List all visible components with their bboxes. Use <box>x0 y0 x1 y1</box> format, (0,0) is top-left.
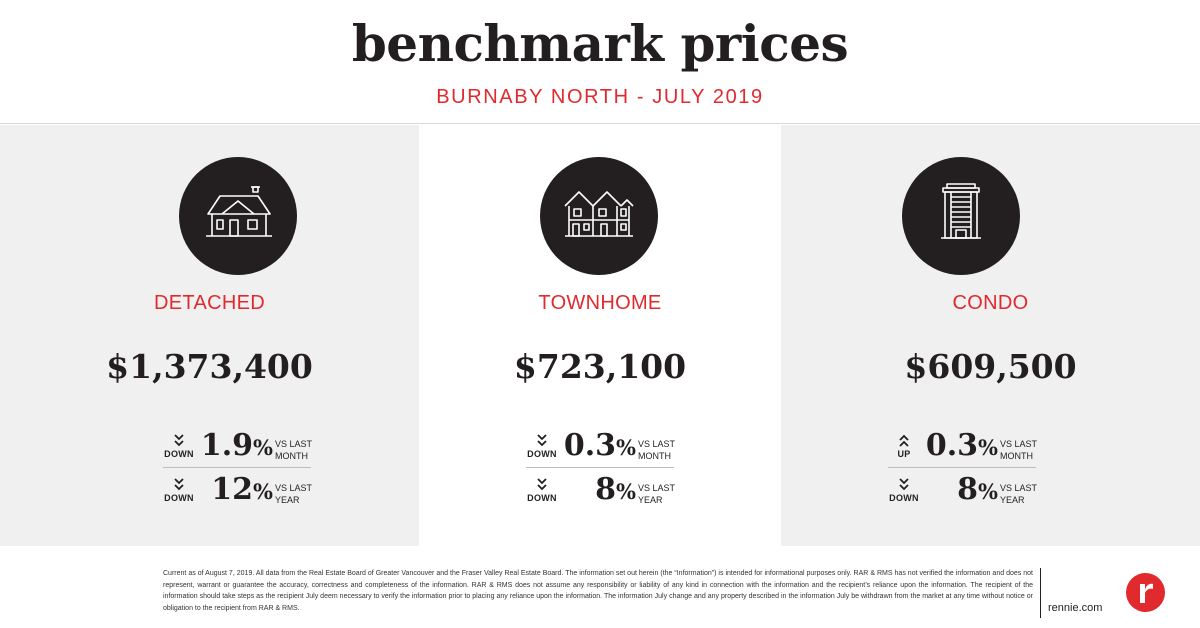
yearly-change-value: 8% <box>957 472 998 507</box>
property-type-label: CONDO <box>952 292 1029 314</box>
direction-label: DOWN <box>164 449 194 459</box>
stats-block: UP 0.3% VS LAST MONTH DOWN 8% VS LAST YEAR <box>888 428 1037 514</box>
website-link[interactable]: rennie.com <box>1048 602 1103 614</box>
stats-block: DOWN 0.3% VS LAST MONTH DOWN 8% VS LAST YE… <box>526 428 675 514</box>
yearly-change-row: DOWN 8% VS LAST YEAR <box>526 472 675 514</box>
monthly-change-row: DOWN 1.9% VS LAST MONTH <box>163 428 312 468</box>
property-type-label: DETACHED <box>154 292 265 314</box>
direction-label: DOWN <box>889 493 919 503</box>
benchmark-price: $609,500 <box>904 347 1077 386</box>
townhome-icon <box>540 157 658 275</box>
stats-block: DOWN 1.9% VS LAST MONTH DOWN 12% VS LAST Y… <box>163 428 312 514</box>
direction-label: DOWN <box>527 449 557 459</box>
benchmark-price: $1,373,400 <box>106 347 313 386</box>
yearly-change-row: DOWN 12% VS LAST YEAR <box>163 472 312 514</box>
benchmark-price: $723,100 <box>513 347 687 386</box>
panel-detached: DETACHED $1,373,400 DOWN 1.9% VS LAST MON… <box>0 125 419 546</box>
condo-tower-icon <box>902 157 1020 275</box>
page-subtitle: BURNABY NORTH - JULY 2019 <box>436 86 764 108</box>
monthly-change-value: 0.3% <box>925 428 998 463</box>
double-chevron-down-icon <box>899 478 909 491</box>
panel-condo: CONDO $609,500 UP 0.3% VS LAST MONTH DOWN… <box>781 125 1200 546</box>
rennie-logo <box>1126 573 1165 612</box>
comparison-label: VS LAST MONTH <box>1000 439 1038 461</box>
panel-townhome: TOWNHOME $723,100 DOWN 0.3% VS LAST MONTH… <box>419 125 781 546</box>
direction-label: DOWN <box>164 493 194 503</box>
direction-label: UP <box>897 449 911 459</box>
yearly-change-row: DOWN 8% VS LAST YEAR <box>888 472 1037 514</box>
comparison-label: VS LAST YEAR <box>638 483 676 505</box>
property-type-label: TOWNHOME <box>538 292 662 314</box>
header: benchmark prices BURNABY NORTH - JULY 20… <box>0 0 1200 124</box>
double-chevron-down-icon <box>537 434 547 447</box>
double-chevron-down-icon <box>174 434 184 447</box>
monthly-change-value: 1.9% <box>200 428 273 463</box>
detached-house-icon <box>179 157 297 275</box>
monthly-change-value: 0.3% <box>563 428 636 463</box>
double-chevron-down-icon <box>537 478 547 491</box>
yearly-change-value: 12% <box>211 472 273 507</box>
comparison-label: VS LAST YEAR <box>1000 483 1038 505</box>
double-chevron-down-icon <box>174 478 184 491</box>
monthly-change-row: UP 0.3% VS LAST MONTH <box>888 428 1037 468</box>
comparison-label: VS LAST YEAR <box>275 483 313 505</box>
disclaimer-text: Current as of August 7, 2019. All data f… <box>163 570 1033 612</box>
yearly-change-value: 8% <box>595 472 636 507</box>
direction-label: DOWN <box>527 493 557 503</box>
comparison-label: VS LAST MONTH <box>638 439 676 461</box>
monthly-change-row: DOWN 0.3% VS LAST MONTH <box>526 428 675 468</box>
page-title: benchmark prices <box>351 14 849 73</box>
divider <box>1040 568 1041 618</box>
double-chevron-up-icon <box>899 434 909 447</box>
comparison-label: VS LAST MONTH <box>275 439 313 461</box>
footer: Current as of August 7, 2019. All data f… <box>0 546 1200 628</box>
